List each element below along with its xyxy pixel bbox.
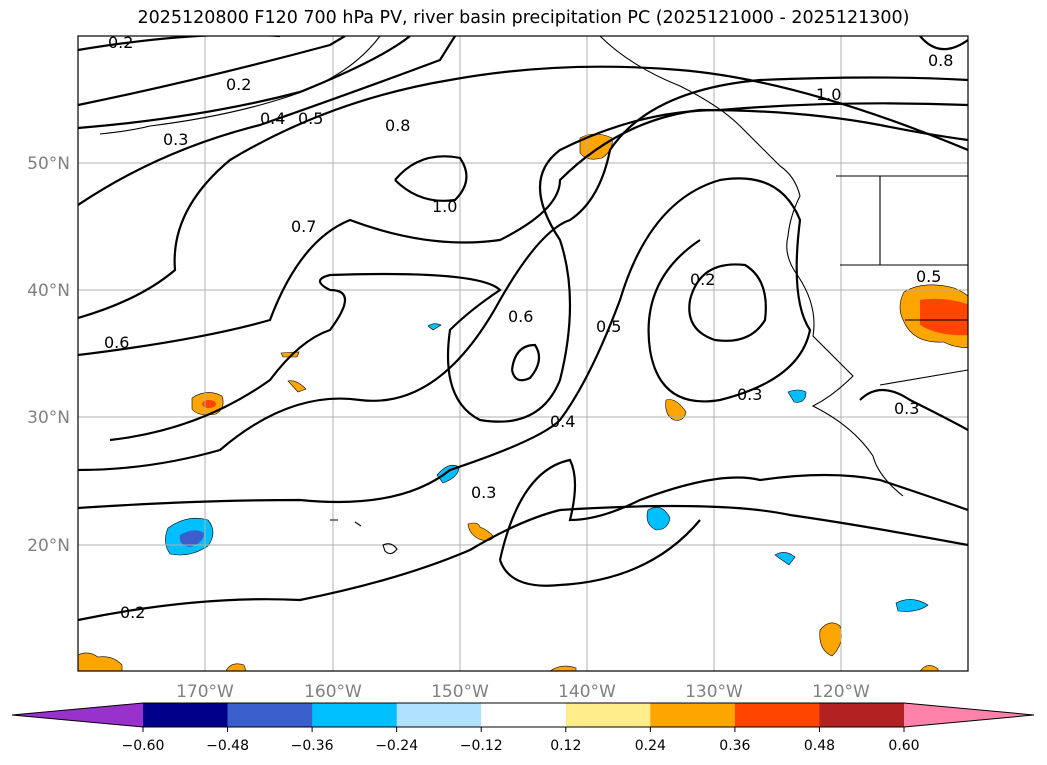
contour-label: 1.0: [432, 197, 457, 216]
contour-label: 0.4: [550, 412, 575, 431]
lon-label: 130°W: [685, 682, 743, 702]
lat-label: 40°N: [27, 281, 70, 301]
contour-label: 0.2: [120, 603, 145, 622]
precip-fills: [78, 133, 968, 671]
colorbar-tick-label: 0.36: [719, 738, 750, 754]
coastlines: [99, 36, 968, 555]
precip-blob: [920, 298, 968, 336]
lon-label: 170°W: [176, 682, 234, 702]
precip-blob: [646, 507, 671, 531]
colorbar-segment: [143, 703, 229, 727]
colorbar-segment: [734, 703, 820, 727]
pv-contours: [78, 36, 968, 622]
colorbar-segment: [481, 703, 567, 727]
colorbar-extend-max: [904, 703, 1034, 727]
contour-label: 0.5: [916, 267, 941, 286]
colorbar-tick-label: −0.48: [206, 738, 249, 754]
lon-label: 120°W: [812, 682, 870, 702]
precip-blob: [895, 599, 929, 612]
contour-label: 0.8: [928, 51, 953, 70]
colorbar-segment: [565, 703, 651, 727]
contour-label: 0.4: [260, 109, 285, 128]
colorbar-segment: [227, 703, 313, 727]
colorbar-segment: [396, 703, 482, 727]
colorbar-extend-min: [12, 703, 143, 727]
precip-blob: [787, 389, 807, 403]
colorbar-tick-label: 0.48: [804, 738, 835, 754]
colorbar-tick-label: −0.60: [122, 738, 165, 754]
colorbar-segment: [819, 703, 905, 727]
lat-label: 50°N: [27, 154, 70, 174]
contour-labels: 0.2 0.2 0.4 0.5 0.3 0.8 1.0 1.0 0.7 0.6 …: [104, 33, 953, 622]
contour-label: 0.3: [471, 483, 496, 502]
contour-label: 0.3: [737, 385, 762, 404]
colorbar-tick-label: −0.24: [375, 738, 418, 754]
contour-label: 0.5: [596, 317, 621, 336]
lon-label: 140°W: [558, 682, 616, 702]
precip-blob: [287, 380, 307, 393]
precip-blob: [179, 530, 204, 547]
contour-label: 0.6: [104, 333, 129, 352]
colorbar-tick-label: 0.60: [888, 738, 919, 754]
colorbar-segment: [650, 703, 736, 727]
precip-blob: [225, 663, 247, 671]
map-frame: [77, 35, 969, 672]
colorbar-tick-label: 0.24: [635, 738, 666, 754]
precip-blob: [774, 552, 796, 566]
colorbar: −0.60 −0.48 −0.36 −0.24 −0.12 0.12 0.24 0.36 0.4…: [11, 702, 1035, 754]
contour-label: 1.0: [816, 85, 841, 104]
contour-label: 0.2: [226, 75, 251, 94]
precip-blob: [78, 652, 123, 671]
contour-label: 0.2: [690, 270, 715, 289]
contour-label: 0.2: [108, 33, 133, 52]
lon-label: 150°W: [431, 682, 489, 702]
contour-label: 0.6: [508, 307, 533, 326]
precip-blob: [665, 399, 687, 421]
lat-label: 30°N: [27, 408, 70, 428]
contour-label: 0.8: [385, 116, 410, 135]
lon-label: 160°W: [304, 682, 362, 702]
contour-label: 0.3: [163, 130, 188, 149]
precip-blob: [549, 665, 577, 671]
precip-blob: [427, 323, 442, 331]
precip-blob: [919, 665, 939, 671]
contour-label: 0.7: [291, 217, 316, 236]
colorbar-tick-label: 0.12: [550, 738, 581, 754]
map-background: [78, 36, 968, 671]
contour-label: 0.3: [894, 399, 919, 418]
contour-label: 0.5: [298, 109, 323, 128]
colorbar-tick-label: −0.36: [291, 738, 334, 754]
colorbar-segment: [312, 703, 398, 727]
precip-blob: [202, 400, 216, 408]
lat-label: 20°N: [27, 536, 70, 556]
colorbar-tick-label: −0.12: [460, 738, 503, 754]
chart-title: 2025120800 F120 700 hPa PV, river basin …: [137, 8, 910, 28]
